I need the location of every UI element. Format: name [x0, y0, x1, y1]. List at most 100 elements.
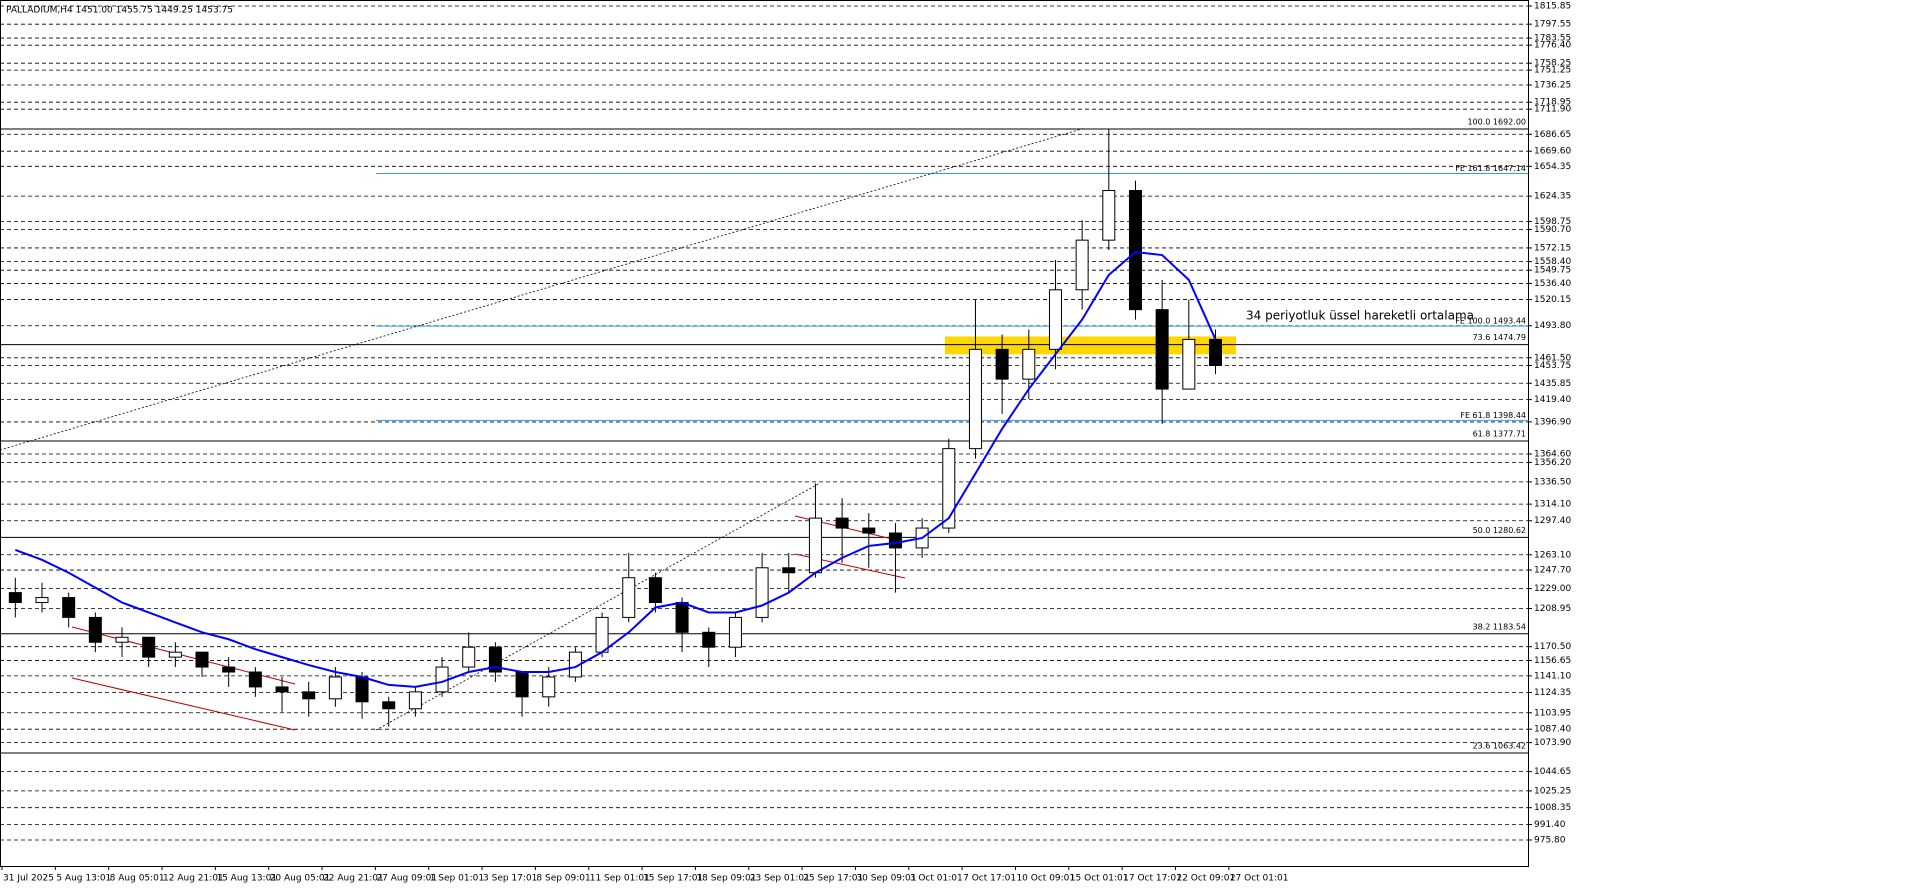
candle-body	[648, 577, 662, 604]
y-tick-label: 1669.60	[1534, 147, 1571, 157]
candle-body	[248, 671, 262, 688]
y-tick-label: 1815.85	[1534, 2, 1571, 12]
y-tick-label: 1453.75	[1534, 361, 1571, 371]
candle-body	[1155, 309, 1169, 390]
y-tick-label: 1025.25	[1534, 786, 1571, 796]
candle-body	[888, 532, 902, 549]
y-tick-label: 1396.90	[1534, 417, 1571, 427]
annotation: 34 periyotluk üssel hareketli ortalama	[1246, 309, 1474, 323]
x-tick-label: 12 Aug 21:01	[163, 874, 224, 884]
y-tick-label: 1590.70	[1534, 225, 1571, 235]
y-tick-label: 1572.15	[1534, 243, 1571, 253]
fib-label: 100.0 1692.00	[1467, 117, 1526, 126]
x-tick-label: 3 Oct 01:01	[910, 874, 963, 884]
y-tick-label: 1008.35	[1534, 803, 1571, 813]
fib-label: 38.2 1183.54	[1473, 622, 1526, 631]
fib-label: 61.8 1377.71	[1473, 429, 1526, 438]
candle-body	[782, 567, 796, 574]
y-tick-label: 1229.00	[1534, 584, 1571, 594]
channel-line	[71, 677, 296, 731]
fe-label: FE 161.8 1647.14	[1455, 164, 1526, 173]
fib-label: 50.0 1280.62	[1473, 526, 1526, 535]
x-tick-label: 8 Aug 05:01	[110, 874, 165, 884]
x-tick-label: 15 Aug 13:01	[216, 874, 277, 884]
x-tick-label: 22 Aug 21:01	[323, 874, 384, 884]
candle-body	[515, 671, 529, 698]
plot-frame	[0, 0, 1529, 867]
y-tick-label: 1461.50	[1534, 353, 1571, 363]
candle-body	[1128, 190, 1142, 311]
candle-body	[755, 567, 769, 618]
y-tick-label: 1208.95	[1534, 604, 1571, 614]
candle-body	[302, 691, 316, 700]
chart-title: PALLADIUM,H4 1451.00 1455.75 1449.25 145…	[6, 6, 233, 16]
candle-body	[88, 616, 102, 643]
y-tick-label: 1356.20	[1534, 458, 1571, 468]
x-tick-label: 15 Sep 17:01	[643, 874, 703, 884]
candle-body	[328, 676, 342, 700]
y-tick-label: 1718.95	[1534, 98, 1571, 108]
x-tick-label: 3 Sep 17:01	[483, 874, 537, 884]
y-tick-label: 1493.80	[1534, 321, 1571, 331]
y-tick-label: 1263.10	[1534, 550, 1571, 560]
x-tick-label: 5 Aug 13:01	[56, 874, 111, 884]
drawings	[0, 127, 1086, 731]
candle-body	[62, 597, 76, 618]
x-tick-label: 27 Oct 01:01	[1230, 874, 1289, 884]
candle-body	[942, 448, 956, 529]
fib-label: 23.6 1063.42	[1473, 742, 1526, 751]
candle-body	[702, 631, 716, 648]
fe-label: FE 61.8 1398.44	[1460, 411, 1526, 420]
y-tick-label: 1736.25	[1534, 81, 1571, 91]
y-tick-label: 1247.70	[1534, 566, 1571, 576]
y-tick-label: 1520.15	[1534, 295, 1571, 305]
trend-line	[375, 482, 821, 731]
y-tick-label: 1776.40	[1534, 41, 1571, 51]
candle-body	[35, 597, 49, 604]
y-tick-label: 1624.35	[1534, 192, 1571, 202]
candle-body	[835, 517, 849, 529]
x-tick-label: 1 Sep 01:01	[430, 874, 484, 884]
candle-body	[1075, 239, 1089, 291]
y-tick-label: 1336.50	[1534, 477, 1571, 487]
candle-body	[542, 676, 556, 698]
y-tick-label: 1751.25	[1534, 66, 1571, 76]
x-tick-label: 18 Sep 09:01	[696, 874, 756, 884]
candle-body	[142, 636, 156, 658]
y-tick-label: 1314.10	[1534, 500, 1571, 510]
candle-body	[8, 592, 22, 604]
y-tick-label: 991.40	[1534, 820, 1566, 830]
candle-body	[1048, 289, 1062, 350]
x-tick-label: 20 Aug 05:01	[270, 874, 331, 884]
candle-body	[168, 651, 182, 658]
candle-body	[115, 636, 129, 643]
y-tick-label: 1044.65	[1534, 767, 1571, 777]
candle-body	[275, 686, 289, 693]
y-tick-label: 1783.55	[1534, 34, 1571, 44]
x-tick-label: 7 Oct 17:01	[963, 874, 1016, 884]
candle-body	[1102, 190, 1116, 241]
y-tick-label: 1797.55	[1534, 20, 1571, 30]
candle-body	[1208, 338, 1222, 366]
candle-body	[595, 616, 609, 653]
y-tick-label: 1536.40	[1534, 279, 1571, 289]
y-tick-label: 1170.50	[1534, 642, 1571, 652]
candle-body	[1022, 348, 1036, 380]
x-tick-label: 27 Aug 09:01	[376, 874, 437, 884]
y-tick-label: 1435.85	[1534, 379, 1571, 389]
y-tick-label: 1141.10	[1534, 671, 1571, 681]
candle-body	[995, 348, 1009, 380]
candle-body	[222, 666, 236, 673]
y-tick-label: 1654.35	[1534, 162, 1571, 172]
trend-line	[0, 127, 1086, 451]
candle-body	[408, 691, 422, 710]
y-tick-label: 1364.60	[1534, 450, 1571, 460]
x-tick-label: 22 Oct 09:01	[1176, 874, 1235, 884]
x-tick-label: 10 Oct 09:01	[1016, 874, 1075, 884]
y-tick-label: 1103.95	[1534, 708, 1571, 718]
y-tick-label: 1124.35	[1534, 688, 1571, 698]
x-tick-label: 11 Sep 01:01	[590, 874, 650, 884]
y-tick-label: 1087.40	[1534, 725, 1571, 735]
y-tick-label: 975.80	[1534, 836, 1566, 846]
